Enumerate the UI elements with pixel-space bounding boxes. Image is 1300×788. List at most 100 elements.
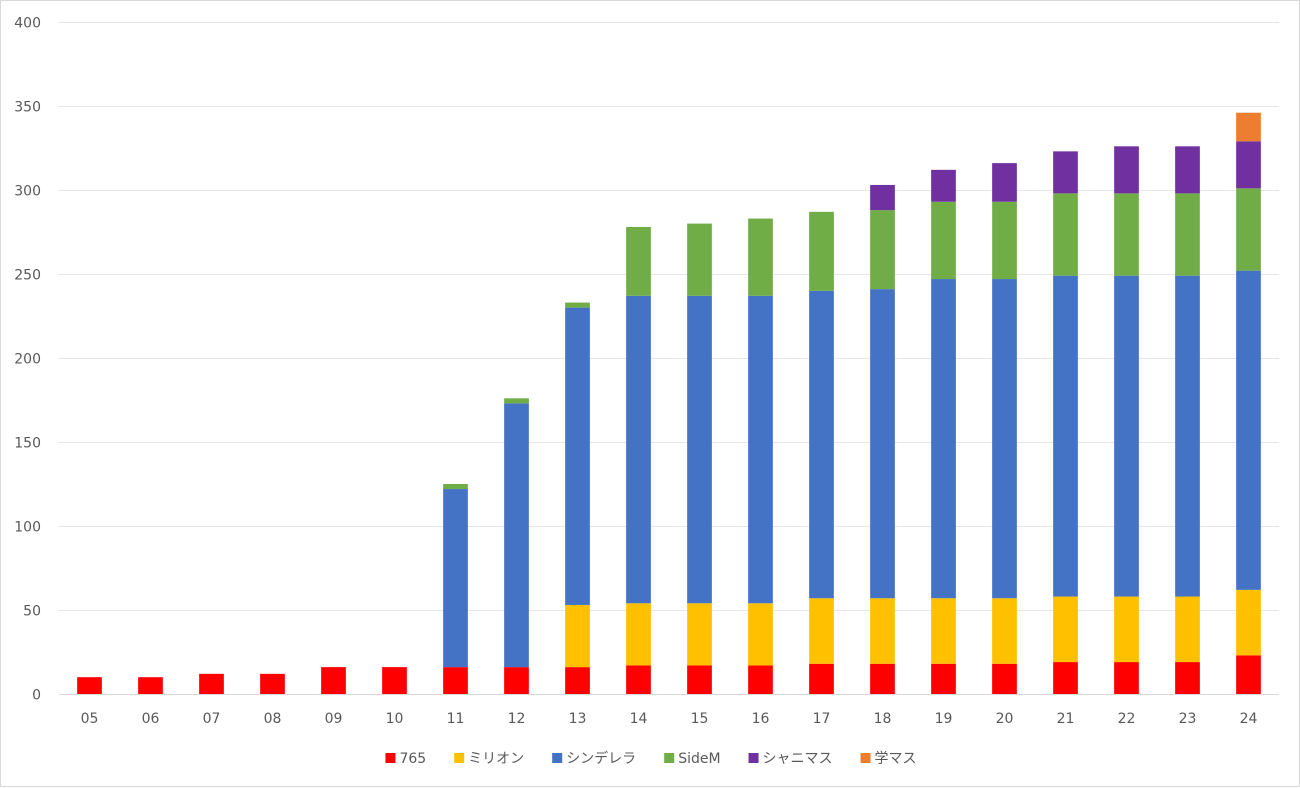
bar-segment <box>626 603 651 666</box>
x-tick-label: 22 <box>1118 711 1136 727</box>
x-tick-label: 13 <box>569 711 587 727</box>
bar-segment <box>931 169 956 202</box>
bar-segment <box>1053 151 1078 194</box>
bar-segment <box>1236 112 1261 142</box>
legend: 765 ミリオン シンデレラ SideM シャニマス 学マス <box>385 750 917 767</box>
legend-swatch <box>385 753 396 763</box>
gridlines <box>59 22 1279 695</box>
legend-label: SideM <box>678 751 720 767</box>
y-tick-label: 350 <box>14 100 41 116</box>
y-tick-label: 150 <box>14 436 41 452</box>
x-tick-label: 12 <box>508 711 526 727</box>
x-tick-label: 11 <box>447 711 465 727</box>
x-tick-label: 19 <box>935 711 953 727</box>
bar-segment <box>1175 596 1200 663</box>
x-tick-label: 23 <box>1179 711 1197 727</box>
bar-segment <box>77 677 102 694</box>
x-tick-label: 16 <box>752 711 770 727</box>
x-tick-label: 08 <box>264 711 282 727</box>
y-tick-label: 100 <box>14 520 41 536</box>
bar-segment <box>443 667 468 694</box>
bar-segment <box>870 210 895 290</box>
x-axis-ticks: 05 06 07 08 09 10 11 12 13 14 15 16 17 18 19 20 21 22 23 24 <box>81 711 1258 727</box>
x-tick-label: 24 <box>1240 711 1258 727</box>
bar-segment <box>565 667 590 694</box>
bar-segment <box>809 290 834 599</box>
bar-segment <box>809 663 834 694</box>
x-tick-label: 07 <box>203 711 221 727</box>
x-tick-label: 09 <box>325 711 343 727</box>
bar-segment <box>1053 193 1078 276</box>
bar-segment <box>687 295 712 604</box>
legend-item: 学マス <box>860 751 917 767</box>
bar-segment <box>687 223 712 296</box>
bar-segment <box>1236 188 1261 271</box>
bar-segment <box>626 665 651 694</box>
y-tick-label: 300 <box>14 184 41 200</box>
legend-item: 765 <box>385 751 426 767</box>
legend-label: シンデレラ <box>566 750 636 767</box>
legend-label: ミリオン <box>468 751 524 767</box>
bar-segment <box>687 665 712 694</box>
bar-segment <box>1053 275 1078 597</box>
bar-segment <box>809 211 834 291</box>
bar-segment <box>1114 596 1139 663</box>
bar-segment <box>565 307 590 605</box>
bar-segment <box>1114 662 1139 694</box>
bar-segment <box>687 603 712 666</box>
bar-segment <box>443 489 468 668</box>
bar-segment <box>1053 596 1078 663</box>
bar-segment <box>1175 662 1200 694</box>
bar-segment <box>504 398 529 404</box>
bar-segment <box>565 604 590 668</box>
bar-segment <box>1114 275 1139 597</box>
bar-segment <box>870 184 895 211</box>
bar-segment <box>931 663 956 694</box>
legend-item: シャニマス <box>748 751 833 767</box>
bar-segment <box>626 295 651 604</box>
legend-swatch <box>664 753 675 763</box>
y-tick-label: 200 <box>14 352 41 368</box>
bar-segment <box>321 667 346 694</box>
legend-item: シンデレラ <box>552 750 636 767</box>
bar-segment <box>138 677 163 694</box>
x-tick-label: 05 <box>81 711 99 727</box>
y-tick-label: 250 <box>14 268 41 284</box>
bar-segment <box>260 673 285 694</box>
bar-segment <box>748 218 773 296</box>
bar-segment <box>992 201 1017 280</box>
x-tick-label: 14 <box>630 711 648 727</box>
bar-segment <box>870 598 895 664</box>
x-tick-label: 10 <box>386 711 404 727</box>
bar-segment <box>931 201 956 280</box>
bar-segment <box>1236 589 1261 656</box>
legend-label: シャニマス <box>763 751 833 767</box>
bar-segment <box>992 598 1017 664</box>
y-axis-ticks: 0 50 100 150 200 250 300 350 400 <box>14 16 41 704</box>
legend-swatch <box>860 753 871 763</box>
x-tick-label: 18 <box>874 711 892 727</box>
bar-segment <box>931 598 956 664</box>
bar-segment <box>1236 655 1261 694</box>
bar-segment <box>992 279 1017 599</box>
legend-label: 学マス <box>875 751 917 767</box>
bar-segment <box>748 295 773 604</box>
bar-segment <box>1175 146 1200 194</box>
bars <box>77 112 1261 694</box>
legend-swatch <box>454 753 465 763</box>
bar-segment <box>748 665 773 694</box>
bar-segment <box>504 403 529 668</box>
y-tick-label: 0 <box>32 688 41 704</box>
bar-segment <box>992 663 1017 694</box>
bar-segment <box>1236 141 1261 189</box>
bar-segment <box>565 302 590 308</box>
x-tick-label: 21 <box>1057 711 1075 727</box>
bar-segment <box>870 289 895 599</box>
legend-swatch <box>552 753 563 763</box>
legend-item: SideM <box>664 751 721 767</box>
x-tick-label: 20 <box>996 711 1014 727</box>
bar-segment <box>870 663 895 694</box>
bar-segment <box>443 484 468 490</box>
